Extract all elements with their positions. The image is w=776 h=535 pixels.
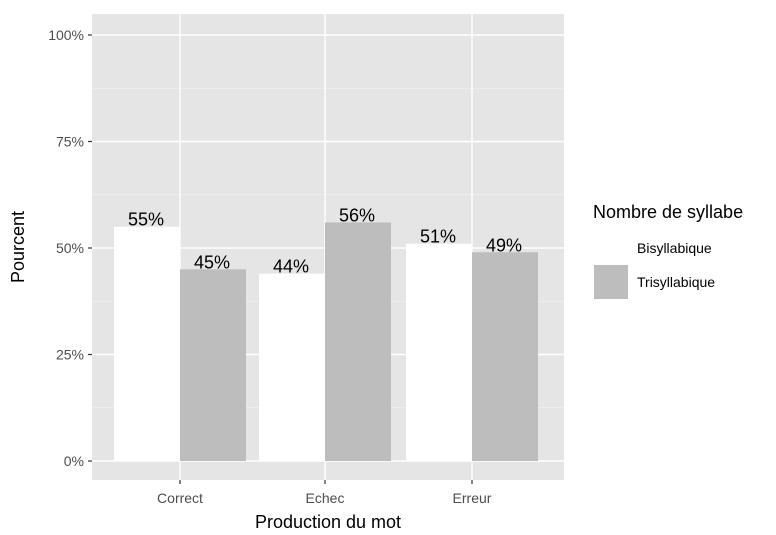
bar-value-label: 44% xyxy=(273,257,309,277)
legend-title: Nombre de syllabe xyxy=(593,202,743,222)
bar-bisyllabique-correct xyxy=(114,226,180,461)
legend-key-trisyllabique xyxy=(594,265,628,299)
bar-bisyllabique-erreur xyxy=(406,243,472,461)
bar-trisyllabique-erreur xyxy=(472,252,538,461)
bar-value-label: 45% xyxy=(194,252,230,272)
bar-trisyllabique-correct xyxy=(180,269,246,461)
x-tick-label: Correct xyxy=(157,490,203,506)
bar-trisyllabique-echec xyxy=(325,222,391,461)
y-tick-label: 100% xyxy=(48,27,84,43)
x-axis-title: Production du mot xyxy=(255,512,401,532)
bar-value-label: 49% xyxy=(486,235,522,255)
bar-labels: 55% 45% 44% 56% 51% 49% xyxy=(128,205,522,276)
legend: Nombre de syllabe Bisyllabique Trisyllabi… xyxy=(593,202,743,299)
x-axis: Correct Echec Erreur xyxy=(157,480,492,506)
y-tick-label: 75% xyxy=(56,134,84,150)
bar-bisyllabique-echec xyxy=(259,273,325,461)
y-tick-label: 25% xyxy=(56,347,84,363)
y-axis-title: Pourcent xyxy=(8,211,28,283)
y-axis: 0% 25% 50% 75% 100% xyxy=(48,27,92,469)
x-tick-label: Erreur xyxy=(453,490,492,506)
legend-label: Trisyllabique xyxy=(637,274,715,290)
bars xyxy=(114,222,538,461)
x-tick-label: Echec xyxy=(306,490,345,506)
bar-value-label: 55% xyxy=(128,210,164,230)
legend-key-bisyllabique xyxy=(594,231,628,265)
legend-label: Bisyllabique xyxy=(637,240,712,256)
bar-value-label: 56% xyxy=(339,205,375,225)
y-tick-label: 0% xyxy=(64,453,84,469)
y-tick-label: 50% xyxy=(56,240,84,256)
bar-value-label: 51% xyxy=(420,227,456,247)
